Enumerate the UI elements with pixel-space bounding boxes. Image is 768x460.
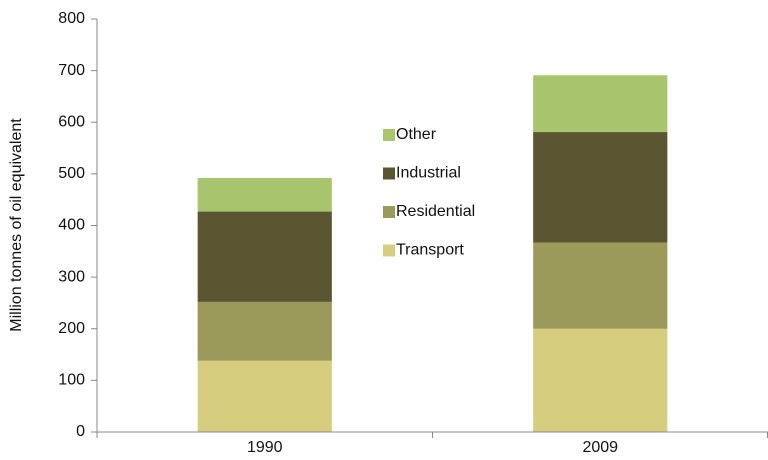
- legend-swatch: [383, 167, 395, 180]
- legend-label: Industrial: [396, 165, 461, 182]
- y-tick-label: 200: [58, 320, 85, 337]
- legend-swatch: [383, 129, 395, 141]
- y-tick-label: 500: [58, 165, 85, 182]
- bar-segment: [197, 178, 332, 212]
- bar-segment: [197, 301, 332, 361]
- legend-label: Transport: [396, 242, 464, 259]
- legend-swatch: [383, 244, 395, 257]
- y-axis-label: Million tonnes of oil equivalent: [8, 118, 25, 332]
- bar-segment: [533, 242, 668, 329]
- y-tick-label: 400: [58, 217, 85, 234]
- y-tick-label: 300: [58, 268, 85, 285]
- legend-label: Residential: [396, 203, 475, 220]
- bar-segment: [533, 75, 668, 133]
- x-tick-label: 1990: [247, 439, 283, 456]
- bar-segment: [197, 211, 332, 302]
- legend-swatch: [383, 206, 395, 218]
- y-tick-label: 100: [58, 372, 85, 389]
- bar-segment: [533, 328, 668, 432]
- y-tick-label: 700: [58, 62, 85, 79]
- y-tick-label: 600: [58, 113, 85, 130]
- bar-segment: [197, 360, 332, 432]
- y-tick-label: 0: [76, 423, 85, 440]
- x-tick-label: 2009: [582, 439, 618, 456]
- legend-label: Other: [396, 126, 437, 143]
- bar-segment: [533, 132, 668, 243]
- y-tick-label: 800: [58, 10, 85, 27]
